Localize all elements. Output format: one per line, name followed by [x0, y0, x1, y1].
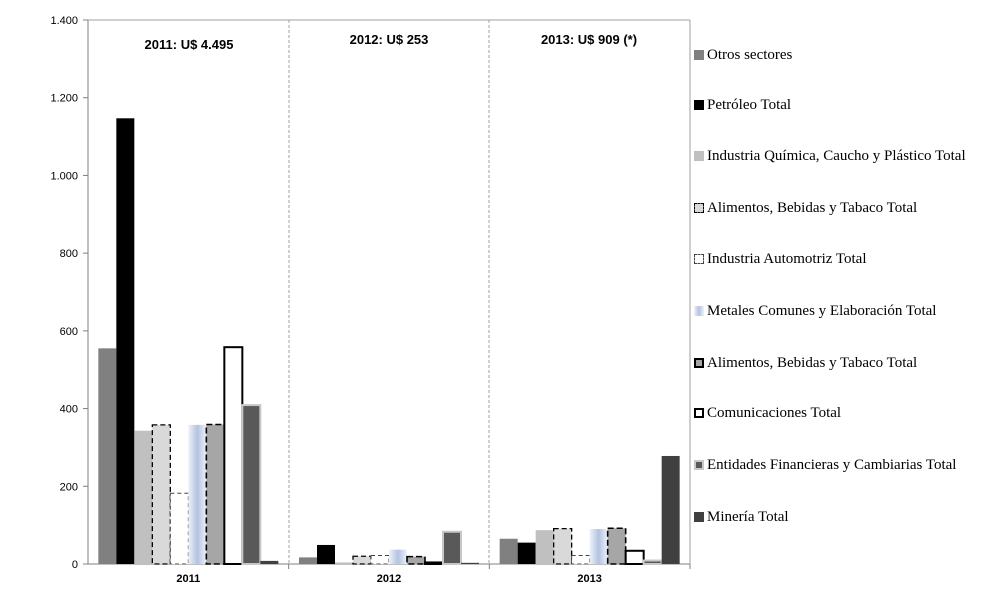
bar [571, 554, 591, 565]
y-tick-label: 200 [60, 481, 78, 493]
legend-item: Industria Automotriz Total [694, 250, 987, 268]
bar [317, 544, 335, 564]
legend-item: Alimentos, Bebidas y Tabaco Total [694, 354, 987, 372]
y-tick-label: 400 [60, 404, 78, 416]
legend-swatch [694, 50, 704, 60]
bar [260, 560, 279, 564]
legend-label: Comunicaciones Total [707, 405, 842, 421]
y-tick-label: 800 [60, 248, 78, 260]
bar [517, 542, 536, 564]
legend-label: Alimentos, Bebidas y Tabaco Total [707, 355, 918, 371]
legend-item: Metales Comunes y Elaboración Total [694, 302, 987, 320]
bar [134, 430, 153, 564]
legend-label: Industria Automotriz Total [707, 251, 867, 267]
legend-item: Minería Total [694, 508, 987, 526]
bar [535, 530, 554, 564]
x-category-label: 2012 [377, 573, 401, 585]
legend-swatch [694, 306, 704, 316]
x-category-label: 2013 [577, 573, 601, 585]
panel-title-2011: 2011: U$ 4.495 [145, 37, 234, 52]
bar [241, 404, 262, 565]
legend-swatch [694, 408, 704, 418]
legend-swatch [694, 203, 704, 213]
bar [442, 530, 462, 566]
panel-title-2013: 2013: U$ 909 (*) [541, 32, 637, 47]
x-categories: 2011 2012 2013 [176, 564, 691, 585]
legend-swatch [694, 358, 704, 368]
bars [98, 118, 680, 566]
legend-swatch [694, 460, 704, 470]
legend-label: Petróleo Total [707, 97, 792, 113]
bar [389, 549, 407, 564]
bar [553, 527, 573, 565]
legend-swatch [694, 254, 704, 264]
bar [188, 424, 207, 564]
legend-label: Alimentos, Bebidas y Tabaco Total [707, 200, 918, 216]
bar [424, 561, 444, 566]
panel-title-2012: 2012: U$ 253 [350, 32, 429, 47]
legend-label: Otros sectores [707, 47, 793, 63]
legend-item: Petróleo Total [694, 96, 987, 114]
bar [642, 559, 663, 566]
x-category-label: 2011 [176, 573, 200, 585]
y-tick-label: 600 [60, 326, 78, 338]
bar [589, 529, 608, 564]
legend-item: Alimentos, Bebidas y Tabaco Total [694, 199, 987, 217]
legend-item: Industria Química, Caucho y Plástico Tot… [694, 147, 987, 165]
bar [661, 455, 680, 564]
bar [606, 527, 627, 565]
bar [98, 348, 117, 564]
bar [335, 562, 353, 564]
y-tick-label: 1.000 [50, 170, 78, 182]
bar [352, 555, 372, 565]
bar [223, 346, 244, 566]
y-tick-label: 1.400 [50, 15, 78, 27]
y-tick-label: 0 [72, 559, 78, 571]
y-ticks: 0 200 400 600 800 1.000 1.200 1.400 [50, 15, 88, 571]
bar [299, 557, 317, 564]
legend-swatch [694, 100, 704, 110]
bar [499, 538, 518, 564]
bar [205, 423, 226, 565]
bar [461, 562, 479, 564]
bar [169, 492, 189, 565]
legend-item: Entidades Financieras y Cambiarias Total [694, 456, 987, 474]
bar [624, 549, 645, 566]
legend-label: Metales Comunes y Elaboración Total [707, 303, 937, 319]
bar [116, 118, 135, 565]
legend-swatch [694, 512, 704, 522]
y-tick-label: 1.200 [50, 93, 78, 105]
bar [370, 554, 390, 565]
legend-item: Otros sectores [694, 46, 987, 64]
legend-item: Comunicaciones Total [694, 404, 987, 422]
legend-swatch [694, 151, 704, 161]
bar [406, 555, 426, 565]
bar [151, 424, 171, 565]
legend-label: Industria Química, Caucho y Plástico Tot… [707, 148, 966, 164]
legend-label: Entidades Financieras y Cambiarias Total [707, 457, 957, 473]
legend-label: Minería Total [707, 509, 789, 525]
